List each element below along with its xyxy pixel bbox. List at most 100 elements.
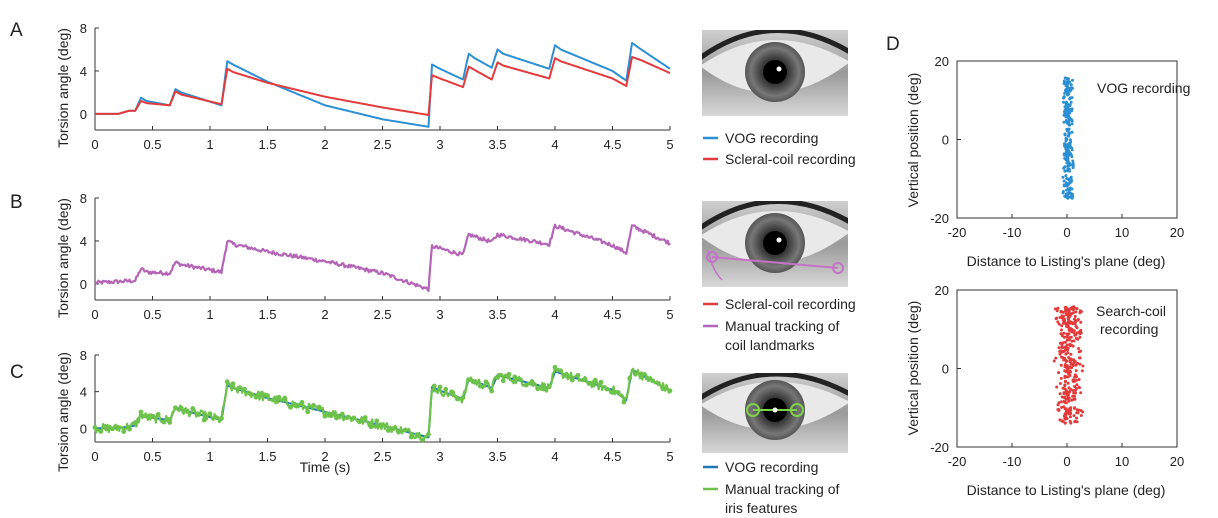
scatter-point xyxy=(1070,96,1074,100)
y-tick-label: 0 xyxy=(942,362,949,377)
scatter-point xyxy=(1066,182,1070,186)
scatter-point xyxy=(1068,117,1072,121)
scatter-point xyxy=(1068,108,1072,112)
data-point xyxy=(155,411,161,417)
scatter-point xyxy=(1066,150,1069,154)
y-tick-label: 20 xyxy=(935,54,949,69)
data-point xyxy=(173,405,178,411)
scatter-point xyxy=(1063,306,1067,310)
data-point xyxy=(656,381,661,386)
scatter-point xyxy=(1069,145,1073,149)
panel-a-legend: VOG recording Scleral-coil recording xyxy=(703,130,856,167)
x-tick-label: 5 xyxy=(666,307,673,322)
scatter-point xyxy=(1069,408,1073,412)
x-tick-label: 3.5 xyxy=(488,137,506,152)
scatter-point xyxy=(1068,320,1071,324)
scatter-point xyxy=(1063,396,1066,400)
x-tick-label: 0 xyxy=(91,137,98,152)
scatter-point xyxy=(1069,100,1073,104)
scatter-point xyxy=(1063,165,1067,169)
data-point xyxy=(661,386,667,392)
legend-label-coil: Scleral-coil recording xyxy=(725,296,856,312)
scatter-point xyxy=(1067,114,1071,118)
data-point xyxy=(161,419,167,425)
scatter-point xyxy=(1057,346,1061,350)
scatter-point xyxy=(1063,380,1067,383)
data-point xyxy=(109,426,115,432)
scatter-point xyxy=(1059,400,1063,404)
scatter-point xyxy=(1068,138,1072,142)
x-tick-label: 2 xyxy=(321,307,328,322)
scatter-point xyxy=(1069,191,1072,195)
data-point xyxy=(305,409,311,415)
scatter-point xyxy=(1078,362,1082,366)
y-tick-label: 0 xyxy=(80,107,87,122)
scatter-point xyxy=(1064,137,1068,140)
x-tick-label: 1.5 xyxy=(258,137,276,152)
data-point xyxy=(495,375,500,380)
y-tick-label: 4 xyxy=(80,234,87,249)
scatter-point xyxy=(1070,366,1073,370)
scatter-point xyxy=(1078,335,1082,339)
x-tick-label: 0.5 xyxy=(143,307,161,322)
scatter-point xyxy=(1073,385,1077,388)
scatter-point xyxy=(1069,83,1073,87)
legend-label-manual-iris-2: iris features xyxy=(725,500,797,516)
axes: 0 0.5 1 1.5 2 2.5 3 3.5 4 4.5 5 0 4 8 xyxy=(80,191,674,322)
legend-label-manual-iris-1: Manual tracking of xyxy=(725,481,840,497)
scatter-point xyxy=(1061,346,1065,350)
scatter-point xyxy=(1070,339,1074,343)
data-point xyxy=(380,422,385,428)
scatter-point xyxy=(1064,358,1068,362)
data-point xyxy=(98,429,104,434)
scatter-point xyxy=(1077,350,1081,354)
data-point xyxy=(575,372,581,378)
panel-letter-a: A xyxy=(10,20,23,41)
scatter-point xyxy=(1066,187,1070,191)
data-point xyxy=(351,415,357,421)
scatter-point xyxy=(1066,193,1069,197)
data-point xyxy=(552,364,558,370)
panel-b-chart: 0 0.5 1 1.5 2 2.5 3 3.5 4 4.5 5 0 4 8 xyxy=(80,191,674,322)
data-point xyxy=(345,414,351,420)
data-point xyxy=(293,403,299,409)
data-point xyxy=(650,378,656,384)
data-point xyxy=(420,437,426,443)
axes: 0 0.5 1 1.5 2 2.5 3 3.5 4 4.5 5 0 4 8 xyxy=(80,21,674,152)
x-tick-label: 10 xyxy=(1115,225,1129,240)
scatter-point xyxy=(1079,391,1083,395)
scatter-point xyxy=(1078,356,1082,360)
x-tick-label: 2 xyxy=(321,137,328,152)
data-point xyxy=(224,379,230,385)
scatter-point xyxy=(1073,419,1077,423)
data-point xyxy=(569,377,575,383)
panel-d-top-xlabel: Distance to Listing's plane (deg) xyxy=(967,253,1166,269)
panel-d-bottom-xlabel: Distance to Listing's plane (deg) xyxy=(967,482,1166,498)
data-point xyxy=(667,388,673,394)
scatter-point xyxy=(1068,360,1072,364)
scatter-point xyxy=(1060,419,1064,423)
scatter-point xyxy=(1075,307,1079,311)
scatter-point xyxy=(1072,379,1076,382)
x-tick-label: 3 xyxy=(436,449,443,464)
y-tick-label: 8 xyxy=(80,348,87,363)
scatter-point xyxy=(1067,110,1071,114)
x-tick-label: 3.5 xyxy=(488,307,506,322)
scatter-point xyxy=(1068,163,1072,167)
data-point xyxy=(288,404,293,410)
x-tick-label: -20 xyxy=(948,454,967,469)
x-tick-label: 4.5 xyxy=(603,449,621,464)
data-point xyxy=(104,426,109,432)
scatter-point xyxy=(1059,332,1063,336)
scatter-point xyxy=(1062,400,1066,404)
scatter-point xyxy=(1065,121,1069,125)
axes: -20 -10 0 10 20 -20 0 20 xyxy=(930,283,1184,469)
series-0 xyxy=(95,42,671,128)
scatter-point xyxy=(1054,356,1058,360)
scatter-point xyxy=(1060,343,1064,347)
x-tick-label: -10 xyxy=(1003,454,1022,469)
scatter-point xyxy=(1062,405,1066,409)
data-point xyxy=(500,378,506,384)
data-point xyxy=(483,379,489,385)
scatter-point xyxy=(1052,359,1056,363)
